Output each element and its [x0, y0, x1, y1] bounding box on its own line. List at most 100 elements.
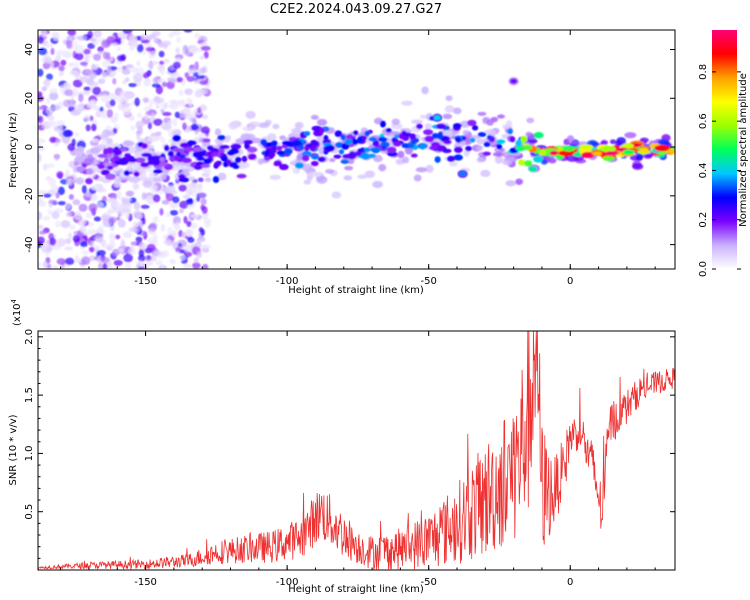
spectral-noise-blob — [198, 132, 206, 138]
spectral-noise-blob — [108, 232, 116, 242]
bottom-x-tick-label: -50 — [421, 577, 437, 588]
spectral-ridge-halo — [425, 164, 434, 173]
snr-series-line — [38, 331, 675, 570]
spectral-noise-blob — [193, 257, 199, 264]
spectral-noise-blob — [174, 111, 181, 119]
spectral-noise-blob — [197, 88, 208, 95]
spectral-noise-blob — [134, 97, 140, 107]
snr-chart: -150 -100 -50 0 0.5 1.0 1.5 2.0 Height of strai… — [8, 300, 676, 595]
spectral-ridge-point — [202, 138, 211, 143]
spectral-ridge-halo — [378, 163, 387, 172]
spectral-ridge-point — [346, 153, 357, 160]
spectral-ridge-point — [276, 150, 286, 156]
spectral-ridge-halo — [343, 175, 353, 181]
spectral-noise-blob — [46, 73, 53, 81]
spectral-ridge-point — [243, 139, 254, 145]
bottom-x-tick-label: -150 — [134, 577, 157, 588]
spectral-noise-blob — [196, 239, 202, 248]
spectral-noise-blob — [202, 263, 209, 269]
spectral-ridge-halo — [257, 158, 264, 165]
spectral-ridge-halo — [269, 174, 282, 180]
spectral-noise-blob — [49, 88, 58, 94]
bottom-y-tick-label: 1.0 — [24, 445, 35, 461]
spectral-ridge-halo — [526, 117, 535, 124]
spectral-ridge-point — [268, 152, 276, 158]
spectral-ridge-halo — [214, 128, 222, 136]
spectral-noise-blob — [47, 209, 53, 215]
spectral-noise-blob — [68, 193, 75, 200]
spectral-ridge-halo — [402, 156, 410, 164]
spectral-noise-blob — [66, 178, 73, 186]
spectral-ridge-halo — [250, 137, 263, 144]
spectral-noise-blob — [168, 103, 176, 109]
spectral-ridge-point — [301, 154, 310, 162]
spectral-ridge-halo — [95, 187, 107, 193]
spectral-noise-blob — [91, 64, 99, 71]
spectral-noise-blob — [133, 201, 141, 211]
spectral-ridge-point — [401, 143, 410, 149]
spectral-noise-blob — [200, 198, 207, 206]
spectral-noise-blob — [196, 250, 202, 258]
spectral-noise-blob — [143, 78, 152, 87]
spectral-noise-blob — [165, 212, 171, 218]
spectral-ridge-point — [304, 144, 310, 152]
spectral-noise-blob — [199, 80, 209, 86]
spectral-ridge-point — [340, 134, 346, 141]
spectral-ridge-point — [515, 139, 522, 147]
spectral-ridge-point — [666, 148, 675, 154]
spectral-ridge-halo — [632, 163, 644, 170]
spectral-ridge-point — [410, 153, 418, 158]
spectral-noise-blob — [38, 146, 46, 151]
spectral-ridge-point — [549, 150, 559, 156]
top-x-tick-label: -150 — [134, 276, 157, 287]
spectral-ridge-point — [225, 159, 232, 165]
spectral-noise-blob — [176, 36, 182, 43]
spectral-ridge-halo — [310, 114, 319, 120]
spectral-ridge-halo — [188, 176, 196, 181]
spectral-noise-blob — [162, 111, 172, 117]
spectral-noise-blob — [193, 71, 199, 78]
spectral-noise-blob — [79, 61, 88, 66]
spectral-ridge-point — [533, 155, 544, 163]
spectral-noise-blob — [172, 118, 178, 127]
spectral-ridge-halo — [160, 172, 167, 181]
spectral-noise-blob — [116, 46, 121, 52]
spectral-ridge-point — [434, 156, 441, 163]
spectral-noise-blob — [46, 120, 56, 127]
spectral-noise-blob — [101, 71, 108, 78]
spectral-noise-blob — [114, 234, 121, 240]
spectral-noise-blob — [67, 143, 76, 152]
bottom-x-tick-label: 0 — [567, 577, 573, 588]
top-y-tick-label: -20 — [24, 188, 35, 204]
spectral-noise-blob — [136, 44, 144, 53]
spectral-noise-blob — [64, 238, 72, 244]
spectral-ridge-point — [622, 149, 635, 155]
spectral-ridge-point — [311, 154, 319, 160]
spectral-feature — [510, 78, 518, 84]
spectral-noise-blob — [197, 67, 205, 76]
plot-frame-top — [37, 29, 676, 270]
spectral-noise-blob — [40, 243, 50, 248]
spectral-ridge-halo — [142, 180, 153, 188]
spectral-ridge-point — [361, 153, 370, 160]
spectral-ridge-point — [338, 149, 345, 155]
spectral-ridge-point — [310, 139, 319, 146]
spectral-ridge-halo — [135, 120, 145, 128]
spectral-noise-blob — [160, 108, 165, 114]
spectral-noise-blob — [43, 78, 51, 88]
spectral-noise-blob — [85, 212, 93, 219]
spectral-noise-blob — [159, 103, 169, 108]
spectral-noise-blob — [69, 98, 76, 108]
spectral-noise-blob — [186, 197, 194, 206]
spectral-ridge-halo — [446, 95, 453, 101]
spectral-noise-blob — [114, 112, 119, 121]
spectral-ridge-point — [437, 145, 445, 151]
spectral-noise-blob — [186, 229, 193, 237]
spectral-ridge-point — [113, 155, 120, 161]
spectral-ridge-point — [471, 125, 479, 131]
spectral-ridge-halo — [476, 138, 486, 145]
top-x-tick-label: -100 — [276, 276, 299, 287]
spectral-noise-blob — [178, 184, 187, 192]
spectral-ridge-halo — [294, 121, 304, 129]
spectral-noise-blob — [97, 78, 106, 85]
